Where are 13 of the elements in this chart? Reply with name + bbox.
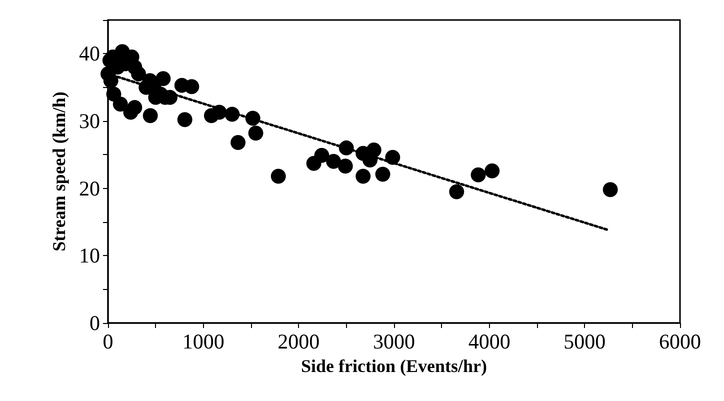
x-tick-label: 1000	[182, 330, 224, 354]
x-tick-label: 3000	[373, 330, 415, 354]
y-tick-label: 0	[90, 311, 100, 335]
x-tick-label: 6000	[659, 330, 701, 354]
y-tick-label: 10	[79, 244, 100, 268]
y-tick-label: 40	[79, 42, 100, 66]
x-tick-label: 5000	[564, 330, 606, 354]
x-tick-label: 2000	[278, 330, 320, 354]
x-tick-label: 4000	[468, 330, 510, 354]
x-axis-title: Side friction (Events/hr)	[301, 356, 487, 376]
y-axis-title: Stream speed (km/h)	[49, 92, 70, 252]
y-tick-label: 20	[79, 176, 100, 200]
y-tick-label: 30	[79, 109, 100, 133]
